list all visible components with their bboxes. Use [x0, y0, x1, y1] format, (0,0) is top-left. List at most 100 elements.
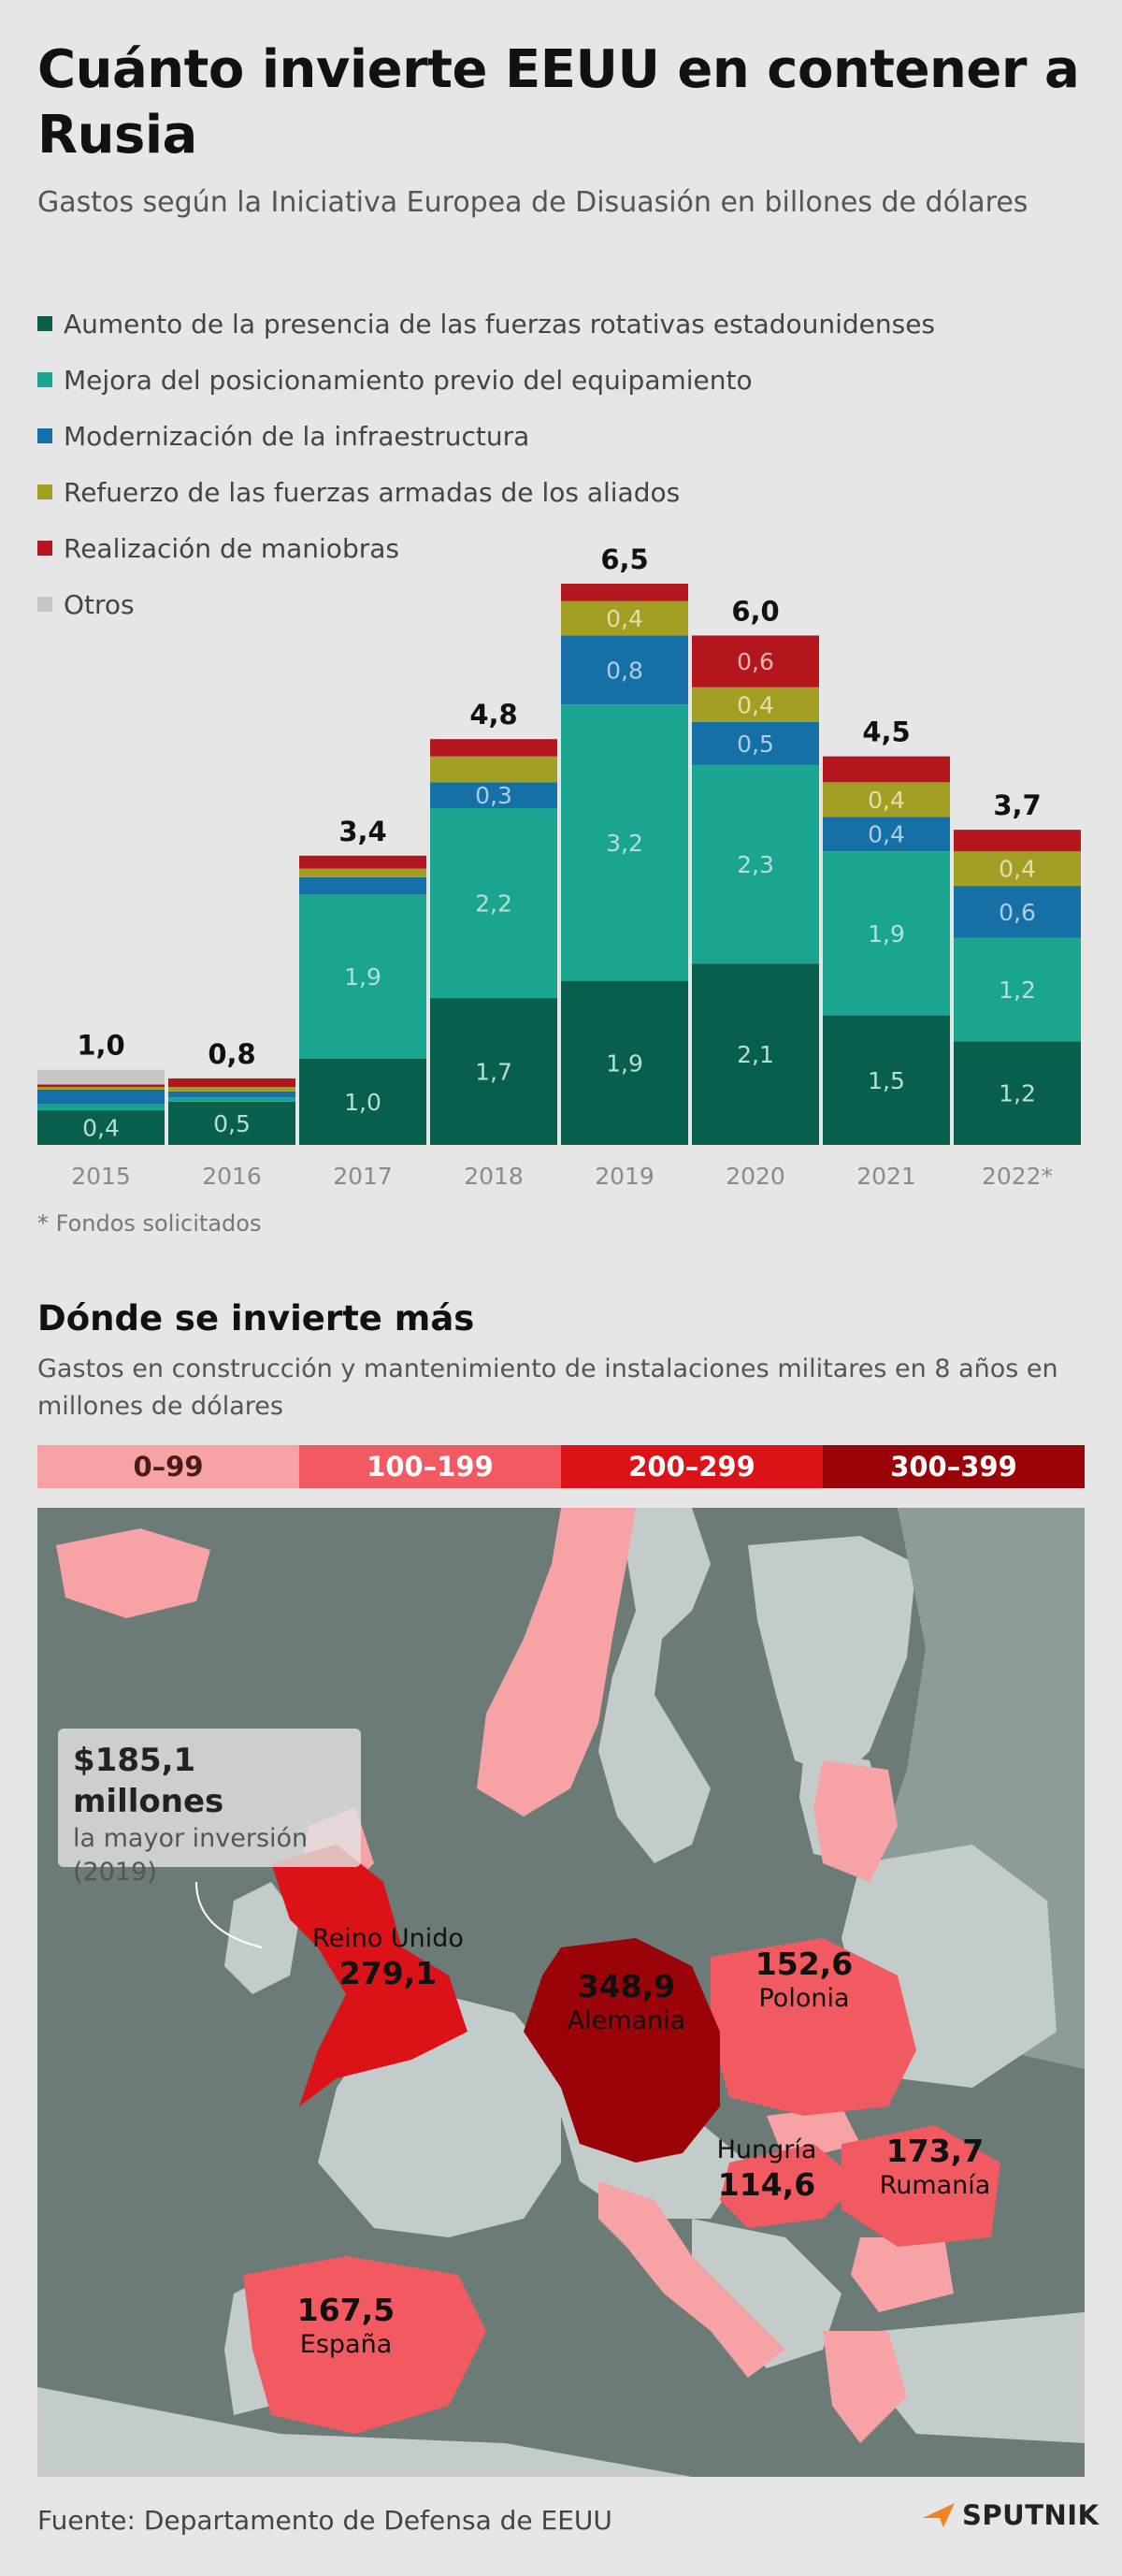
legend-item: Aumento de la presencia de las fuerzas r… [37, 296, 1085, 352]
bar-segment [692, 963, 819, 1145]
segment-label: 1,0 [344, 1089, 381, 1116]
label-polonia-name: Polonia [758, 1984, 850, 2013]
segment-label: 1,2 [999, 1080, 1036, 1107]
scale-cell-200-299: 200–299 [561, 1445, 823, 1488]
bar-segment [692, 721, 819, 765]
land-norway [477, 1508, 636, 1816]
bar-segment [37, 1104, 165, 1111]
legend-label: Mejora del posicionamiento previo del eq… [64, 364, 753, 396]
map-color-scale: 0–99 100–199 200–299 300–399 [37, 1445, 1085, 1488]
x-tick-label: 2019 [595, 1163, 654, 1190]
bar-total-label: 4,8 [469, 699, 517, 731]
segment-label: 1,5 [868, 1067, 905, 1094]
x-tick-label: 2020 [726, 1163, 785, 1190]
bar-segment [168, 1101, 295, 1145]
bar-segment [37, 1087, 165, 1090]
segment-label: 1,9 [868, 920, 905, 948]
bar-total-label: 6,5 [600, 543, 648, 575]
bar-segment [37, 1110, 165, 1145]
land-ireland [224, 1882, 299, 1994]
land-hungary [720, 2144, 860, 2228]
land-germany [524, 1938, 720, 2163]
land-bulgaria [851, 2237, 954, 2312]
annotation-pointer [195, 1881, 263, 1948]
legend-swatch [37, 541, 52, 556]
segment-label: 0,4 [999, 856, 1036, 883]
bar-segment [299, 855, 426, 869]
x-tick-label: 2022* [982, 1163, 1053, 1190]
segment-label: 2,1 [737, 1041, 774, 1068]
land-slovakia [767, 2106, 860, 2163]
bar-segment [823, 817, 950, 852]
land-spain [243, 2256, 486, 2434]
legend-item: Mejora del posicionamiento previo del eq… [37, 352, 1085, 408]
land-romania [842, 2125, 1000, 2247]
bar-segment [430, 808, 557, 999]
bar-segment [561, 601, 688, 636]
legend-swatch [37, 316, 52, 331]
segment-label: 0,5 [213, 1110, 251, 1137]
segment-label: 2,2 [475, 890, 512, 918]
bar-total-label: 3,7 [993, 789, 1041, 821]
land-scandinavia [598, 1508, 711, 1863]
label-rumania: 173,7 Rumanía [860, 2133, 1010, 2202]
bar-segment [168, 1087, 295, 1092]
bar-total-label: 0,8 [208, 1038, 255, 1070]
legend-label: Modernización de la infraestructura [64, 420, 530, 452]
bar-segment [37, 1089, 165, 1105]
bar-total-label: 4,5 [862, 716, 910, 748]
bar-segment [954, 851, 1081, 887]
segment-label: 0,8 [606, 657, 643, 684]
land-poland [711, 1938, 916, 2116]
segment-label: 2,3 [737, 851, 774, 878]
bar-total-label: 1,0 [77, 1030, 124, 1062]
bar-segment [954, 1041, 1081, 1145]
x-tick-label: 2017 [333, 1163, 393, 1190]
land-uk [271, 1845, 468, 2106]
bar-segment [692, 687, 819, 722]
label-alemania-name: Alemania [567, 2006, 686, 2035]
bar-segment [561, 584, 688, 601]
segment-label: 1,2 [999, 977, 1036, 1004]
bar-segment [168, 1078, 295, 1088]
x-tick-label: 2015 [71, 1163, 131, 1190]
label-reino-unido-value: 279,1 [338, 1955, 438, 1991]
annotation-box: $185,1 millones la mayor inversión (2019… [58, 1729, 361, 1887]
label-espana-value: 167,5 [296, 2292, 396, 2328]
segment-label: 3,2 [606, 830, 643, 857]
bar-segment [430, 756, 557, 783]
label-reino-unido-name: Reino Unido [312, 1924, 464, 1953]
segment-label: 0,4 [868, 821, 905, 848]
land-finland [748, 1536, 916, 1779]
legend-swatch [37, 485, 52, 499]
bar-total-label: 3,4 [338, 816, 386, 847]
page-title: Cuánto invierte EEUU en contener a Rusia [37, 39, 1080, 166]
bar-segment [299, 1058, 426, 1145]
label-reino-unido: Reino Unido 279,1 [295, 1923, 482, 1992]
segment-label: 0,4 [737, 691, 774, 718]
stacked-bar-chart: 0,4 1,0 2015 0,5 0,8 2016 1,0 1,9 3,4 2017 1,7 2,2 0… [37, 543, 1081, 1190]
legend-label: Realización de maniobras [64, 532, 399, 564]
x-tick-label: 2016 [202, 1163, 262, 1190]
bar-segment [299, 876, 426, 895]
bar-segment [299, 868, 426, 877]
label-hungria-value: 114,6 [717, 2166, 816, 2203]
bar-segment [692, 764, 819, 964]
bar-segment [430, 782, 557, 809]
legend-item: Otros [37, 576, 1085, 632]
land-north-africa [37, 2387, 692, 2477]
label-rumania-value: 173,7 [885, 2133, 985, 2169]
label-polonia-value: 152,6 [755, 1946, 854, 1982]
legend-item: Refuerzo de las fuerzas armadas de los a… [37, 464, 1085, 520]
segment-label: 0,3 [475, 782, 512, 809]
bar-segment [37, 1069, 165, 1085]
bar-segment [954, 937, 1081, 1042]
legend-label: Aumento de la presencia de las fuerzas r… [64, 308, 936, 340]
bar-segment [561, 980, 688, 1145]
segment-label: 0,4 [82, 1115, 120, 1142]
legend-swatch [37, 372, 52, 387]
segment-label: 1,9 [344, 963, 381, 991]
sputnik-logo: SPUTNIK [921, 2499, 1100, 2531]
label-alemania: 348,9 Alemania [542, 1968, 711, 2037]
scale-cell-100-199: 100–199 [299, 1445, 561, 1488]
